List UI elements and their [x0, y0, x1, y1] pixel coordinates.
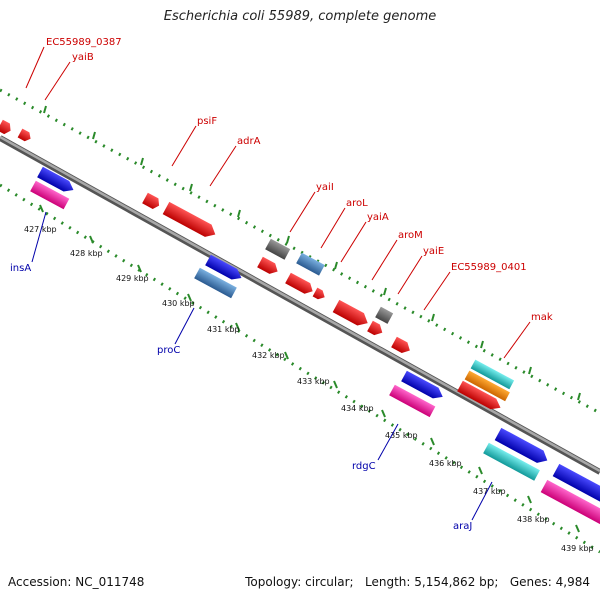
gene-feature[interactable] — [142, 192, 162, 211]
gene-feature[interactable] — [483, 442, 540, 481]
gene-feature[interactable] — [285, 272, 315, 297]
gene-label[interactable]: aroL — [346, 198, 368, 209]
reverse-genes — [30, 166, 600, 526]
gene-label[interactable]: rdgC — [352, 461, 376, 472]
gene-feature[interactable] — [367, 320, 385, 338]
gene-label[interactable]: yaiA — [367, 212, 389, 223]
tick-labels: 427 kbp 428 kbp 429 kbp 430 kbp 431 kbp … — [24, 225, 594, 553]
gene-label[interactable]: adrA — [237, 136, 261, 147]
accession-label: Accession: NC_011748 — [8, 575, 145, 589]
gene-feature[interactable] — [162, 201, 219, 241]
tick-label: 427 kbp — [24, 225, 57, 234]
tick-label: 436 kbp — [429, 459, 462, 468]
gene-feature[interactable] — [194, 267, 237, 299]
tick-label: 432 kbp — [252, 351, 285, 360]
forward-track-dots — [0, 88, 600, 415]
tick-label: 435 kbp — [385, 431, 418, 440]
gene-feature[interactable] — [457, 380, 503, 413]
tick-label: 439 kbp — [561, 544, 594, 553]
tick-label: 438 kbp — [517, 515, 550, 524]
forward-tick-marks — [43, 105, 581, 401]
forward-genes — [0, 119, 515, 413]
gene-feature[interactable] — [30, 180, 70, 210]
gene-feature[interactable] — [494, 427, 551, 467]
map-title: Escherichia coli 55989, complete genome — [163, 9, 437, 24]
gene-label[interactable]: araJ — [453, 521, 472, 532]
tick-marks — [39, 204, 580, 533]
gene-feature[interactable] — [401, 370, 445, 402]
gene-label[interactable]: yaiB — [72, 52, 94, 63]
gene-feature[interactable] — [552, 463, 600, 505]
gene-label[interactable]: proC — [157, 345, 180, 356]
tick-label: 429 kbp — [116, 274, 149, 283]
reverse-label-leaders — [31, 211, 493, 521]
gene-feature[interactable] — [470, 359, 515, 390]
topology-text: Topology: circular; Length: 5,154,862 bp… — [245, 575, 590, 589]
gene-label[interactable]: psiF — [197, 116, 217, 127]
tick-label: 430 kbp — [162, 299, 195, 308]
gene-label[interactable]: mak — [531, 312, 553, 323]
gene-feature[interactable] — [205, 254, 244, 284]
tick-label: 437 kbp — [473, 487, 506, 496]
topology-summary: Topology: circular; Length: 5,154,862 bp… — [245, 575, 590, 589]
gene-feature[interactable] — [17, 128, 33, 143]
gene-label[interactable]: EC55989_0387 — [46, 37, 122, 48]
gene-label[interactable]: EC55989_0401 — [451, 262, 527, 273]
gene-label[interactable]: insA — [10, 263, 31, 274]
tick-label: 434 kbp — [341, 404, 374, 413]
gene-feature[interactable] — [375, 306, 394, 324]
gene-feature[interactable] — [391, 336, 413, 356]
forward-label-leaders — [25, 46, 531, 359]
gene-label[interactable]: aroM — [398, 230, 423, 241]
reverse-gene-labels: insA proC rdgC araJ — [10, 263, 472, 532]
gene-label[interactable]: yaiE — [423, 246, 444, 257]
reverse-track-dots — [0, 183, 600, 554]
gene-feature[interactable] — [296, 252, 325, 276]
gene-feature[interactable] — [464, 370, 510, 402]
tick-label: 431 kbp — [207, 325, 240, 334]
gene-feature[interactable] — [265, 238, 291, 260]
tick-label: 428 kbp — [70, 249, 103, 258]
gene-feature[interactable] — [540, 479, 600, 526]
gene-feature[interactable] — [332, 299, 371, 329]
forward-gene-labels: EC55989_0387 yaiB psiF adrA yaiI aroL ya… — [46, 37, 553, 323]
gene-feature[interactable] — [37, 166, 76, 196]
genome-backbone-highlight — [0, 135, 600, 473]
gene-feature[interactable] — [0, 119, 13, 136]
gene-label[interactable]: yaiI — [316, 182, 334, 193]
gene-feature[interactable] — [389, 384, 436, 418]
gene-feature[interactable] — [257, 256, 280, 277]
tick-label: 433 kbp — [297, 377, 330, 386]
gene-feature[interactable] — [312, 287, 327, 302]
